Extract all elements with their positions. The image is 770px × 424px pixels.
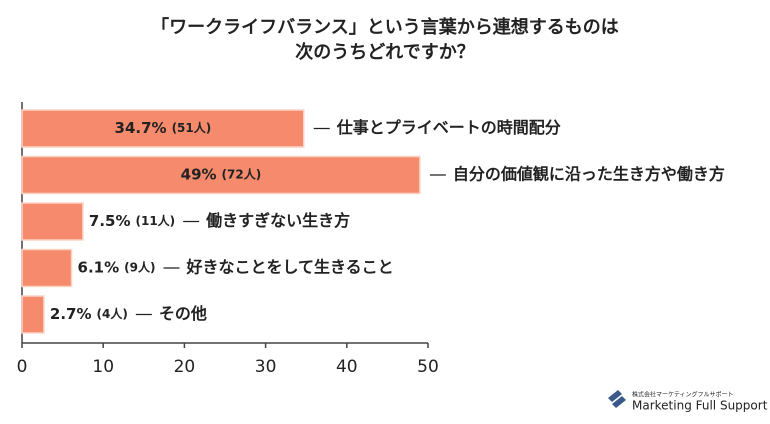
category-label: 好きなことをして生きること	[185, 258, 393, 277]
bar	[21, 109, 305, 148]
value-label: 2.7%	[50, 305, 92, 323]
x-tick-label: 40	[336, 357, 358, 377]
bar	[21, 248, 73, 288]
value-label: 34.7%	[115, 119, 167, 137]
x-tick-label: 20	[174, 357, 196, 377]
value-label: 7.5%	[89, 212, 131, 230]
x-tick-label: 30	[255, 357, 277, 377]
bar	[21, 202, 84, 241]
category-label: 仕事とプライベートの時間配分	[336, 118, 561, 137]
bar	[21, 295, 45, 334]
bar	[21, 155, 421, 195]
logo-company: 株式会社マーケティングフルサポート	[632, 391, 734, 399]
value-label: 6.1%	[78, 259, 120, 277]
category-label: 自分の価値観に沿った生き方や働き方	[453, 165, 725, 184]
x-tick-label: 0	[17, 357, 28, 377]
x-tick-label: 50	[417, 357, 439, 377]
chart-title: 次のうちどれですか？	[295, 41, 474, 63]
count-label: (11人)	[136, 213, 176, 228]
count-label: (4人)	[97, 306, 128, 321]
logo-icon	[608, 390, 626, 408]
count-label: (9人)	[124, 260, 155, 275]
category-label: その他	[159, 304, 207, 323]
x-tick-label: 10	[92, 357, 114, 377]
category-label: 働きすぎない生き方	[205, 211, 350, 230]
logo-name: Marketing Full Support	[632, 399, 768, 413]
chart-title: 「ワークライフバランス」という言葉から連想するものは	[151, 16, 619, 38]
count-label: (51人)	[172, 120, 212, 135]
logo: 株式会社マーケティングフルサポート Marketing Full Support	[608, 390, 768, 413]
value-label: 49%	[181, 166, 217, 184]
count-label: (72人)	[222, 167, 262, 182]
